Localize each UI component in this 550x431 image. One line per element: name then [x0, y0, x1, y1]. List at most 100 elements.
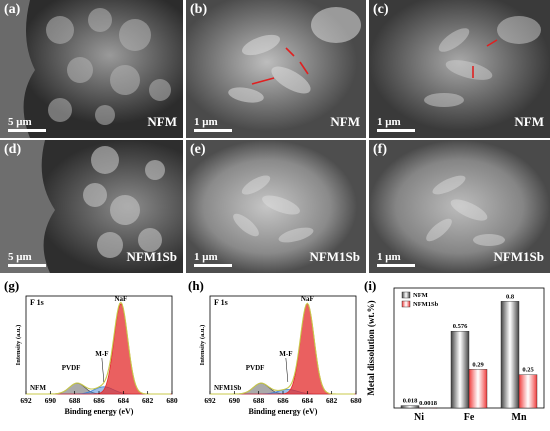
x-tick-label: 682 [326, 396, 338, 405]
xps-chart-h: (h) 692 690 688 686 684 682 680 Binding energy … [184, 276, 364, 426]
panel-label: (c) [373, 2, 389, 17]
scale-bar: 1 μm [194, 116, 232, 132]
x-tick-label: 686 [277, 396, 289, 405]
scale-label: 5 μm [8, 116, 32, 128]
sample-label: NFM [30, 384, 46, 392]
peak-naf-area [210, 303, 356, 395]
scale-label: 1 μm [194, 251, 218, 263]
bar-nfm1sb-ni [418, 407, 438, 409]
peak-label-mf: M-F [279, 350, 292, 358]
sem-image-a [0, 0, 183, 138]
scale-bar: 1 μm [377, 251, 415, 267]
sem-panel-c: (c) NFM 1 μm [369, 0, 550, 138]
xps-chart-g: (g) 692 690 688 686 684 682 680 Binding energy … [0, 276, 182, 426]
sem-panel-e: (e) NFM1Sb 1 μm [186, 140, 366, 273]
peak-label-naf: NaF [301, 295, 314, 303]
bar-value-label: 0.29 [472, 361, 484, 368]
xps-svg-h: (h) 692 690 688 686 684 682 680 Binding energy … [188, 278, 362, 416]
peak-label-pvdf: PVDF [62, 364, 81, 372]
scale-label: 1 μm [377, 251, 401, 263]
sem-image-b [186, 0, 366, 138]
x-tick-label: 682 [142, 396, 154, 405]
x-tick-label: 684 [302, 396, 314, 405]
sem-panel-d: (d) NFM1Sb 5 μm [0, 140, 183, 273]
scale-bar: 5 μm [8, 251, 46, 267]
sample-name: NFM [514, 114, 544, 129]
bar-nfm-ni [400, 405, 420, 409]
sample-label: NFM1Sb [214, 384, 241, 392]
legend-label: NFM [413, 292, 428, 299]
sem-image-d [0, 140, 183, 273]
x-axis-label: Binding energy (eV) [249, 407, 318, 416]
xps-svg-g: (g) 692 690 688 686 684 682 680 Binding energy … [4, 278, 178, 416]
panel-label: (g) [4, 278, 19, 293]
plot-frame [25, 295, 173, 395]
panel-label: (f) [373, 142, 387, 157]
scale-label: 1 μm [194, 116, 218, 128]
scale-label: 5 μm [8, 251, 32, 263]
x-category-label: Mn [512, 412, 527, 423]
x-tick-label: 692 [204, 396, 216, 405]
sem-image-e [186, 140, 366, 273]
peak-label-naf: NaF [114, 295, 127, 303]
scale-bar: 1 μm [194, 251, 232, 267]
x-category-label: Ni [414, 412, 424, 423]
bar-nfm1sb-mn [518, 374, 538, 409]
peak-label-pvdf: PVDF [246, 364, 265, 372]
sample-name: NFM [330, 114, 360, 129]
bar-value-label: 0.8 [506, 293, 515, 300]
panel-label: (a) [4, 2, 21, 17]
x-tick-label: 688 [69, 396, 81, 405]
inner-label: F 1s [30, 298, 44, 307]
panel-label: (h) [188, 278, 204, 293]
x-tick-label: 690 [45, 396, 57, 405]
y-axis-label: Metal dissolution (wt.%) [366, 300, 376, 395]
peak-naf-area [26, 303, 172, 395]
sample-name: NFM1Sb [309, 249, 360, 264]
bar-svg-i: (i) 0.018 0.0018 Ni 0.576 0.29 Fe 0.8 0.25 Mn Met… [364, 278, 545, 423]
sample-name: NFM1Sb [126, 249, 177, 264]
y-axis-label: Intensity (a.u.) [15, 325, 22, 366]
bar-value-label: 0.0018 [419, 400, 438, 407]
x-axis-label: Binding energy (eV) [65, 407, 134, 416]
plot-frame [209, 295, 357, 395]
sample-name: NFM1Sb [493, 249, 544, 264]
sem-panel-a: (a) NFM 5 μm [0, 0, 183, 138]
legend-label: NFM1Sb [413, 301, 439, 308]
x-tick-label: 686 [93, 396, 105, 405]
x-category-label: Fe [464, 412, 475, 423]
envelope-line [26, 301, 171, 395]
inner-label: F 1s [214, 298, 228, 307]
mf-pointer [285, 357, 289, 383]
bar-value-label: 0.018 [403, 398, 418, 405]
x-tick-label: 692 [20, 396, 32, 405]
mf-pointer [101, 357, 105, 383]
panel-label: (b) [190, 2, 208, 17]
scale-bar: 1 μm [377, 116, 415, 132]
sem-image-c [369, 0, 550, 138]
x-tick-label: 680 [350, 396, 362, 405]
bar-nfm-fe [450, 331, 470, 409]
bar-value-label: 0.25 [522, 367, 534, 374]
sem-image-f [369, 140, 550, 273]
sample-name: NFM [147, 114, 177, 129]
bar-nfm-mn [500, 301, 520, 409]
x-tick-label: 690 [229, 396, 241, 405]
panel-label: (e) [190, 142, 206, 157]
bar-chart-i: (i) 0.018 0.0018 Ni 0.576 0.29 Fe 0.8 0.25 Mn Met… [360, 276, 550, 426]
legend-swatch [401, 300, 411, 308]
panel-label: (i) [364, 278, 376, 293]
scale-label: 1 μm [377, 116, 401, 128]
scale-bar: 5 μm [8, 116, 46, 132]
envelope-line [210, 302, 355, 395]
legend-swatch [401, 291, 411, 299]
x-tick-label: 688 [253, 396, 265, 405]
sem-panel-b: (b) NFM 1 μm [186, 0, 366, 138]
bar-nfm1sb-fe [468, 369, 488, 409]
bar-value-label: 0.576 [453, 323, 468, 330]
sem-panel-f: (f) NFM1Sb 1 μm [369, 140, 550, 273]
x-tick-label: 680 [166, 396, 178, 405]
x-tick-label: 684 [118, 396, 130, 405]
peak-label-mf: M-F [95, 350, 108, 358]
panel-label: (d) [4, 142, 22, 157]
